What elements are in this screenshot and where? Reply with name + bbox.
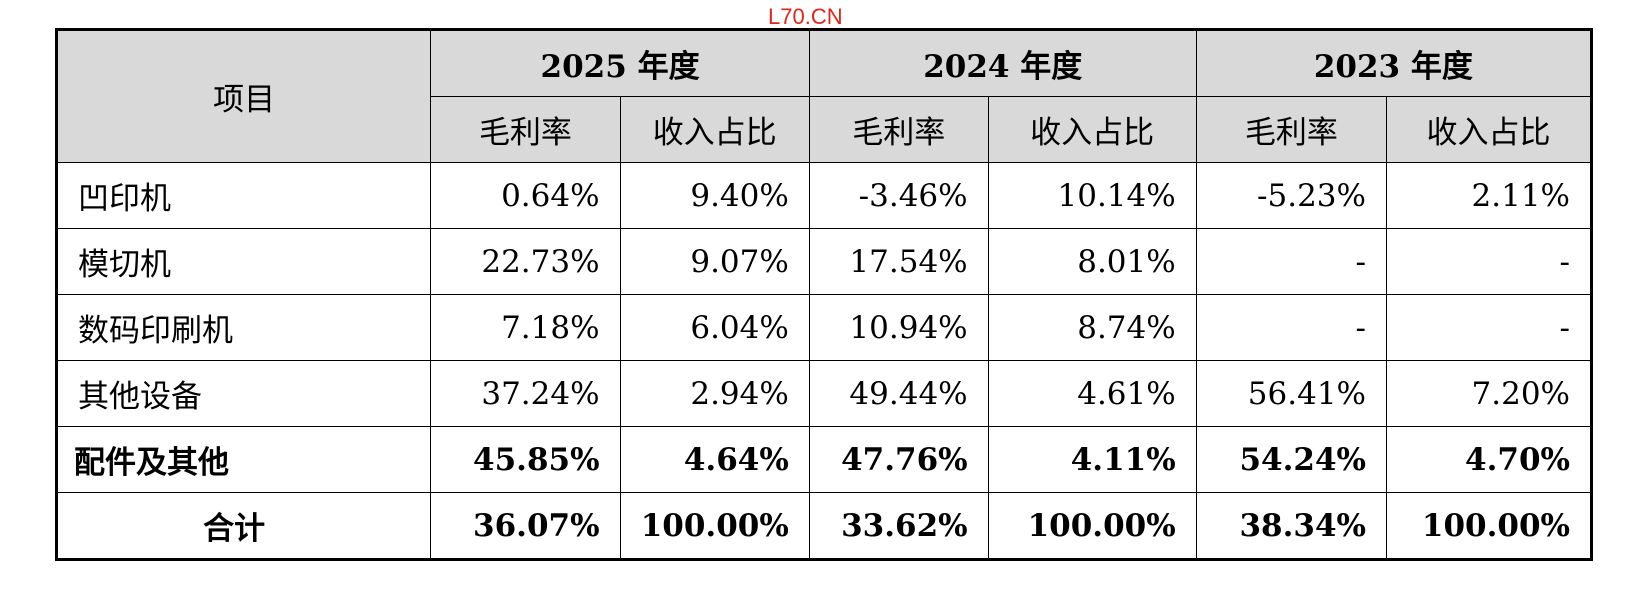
cell-2025-gross-margin: 22.73%: [430, 228, 621, 295]
cell-2024-gross-margin: 47.76%: [808, 426, 989, 493]
header-row-years: 项目 2025 年度 2024 年度 2023 年度: [55, 29, 1593, 163]
cell-2025-gross-margin: 7.18%: [430, 294, 621, 361]
cell-2024-revenue-share: 8.74%: [987, 294, 1197, 361]
table-row: 其他设备 37.24% 2.94% 49.44% 4.61% 56.41% 7.…: [55, 360, 1592, 427]
cell-2023-gross-margin: -5.23%: [1195, 162, 1388, 229]
cell-2023-revenue-share: 100.00%: [1386, 492, 1592, 560]
cell-2023-gross-margin: 56.41%: [1195, 360, 1388, 427]
cell-2024-gross-margin: 10.94%: [808, 294, 989, 361]
cell-2023-gross-margin: 38.34%: [1195, 492, 1388, 560]
header-year-2024: 2024 年度: [808, 29, 1197, 97]
cell-2025-revenue-share: 6.04%: [619, 294, 810, 361]
cell-2025-revenue-share: 4.64%: [619, 426, 810, 493]
cell-2025-revenue-share: 100.00%: [619, 492, 810, 560]
table-row-total: 合计 36.07% 100.00% 33.62% 100.00% 38.34% …: [55, 492, 1592, 560]
table-header: 项目 2025 年度 2024 年度 2023 年度 毛利率 收入占比 毛利率 …: [55, 29, 1593, 163]
cell-2023-revenue-share: 2.11%: [1386, 162, 1592, 229]
cell-2023-revenue-share: 7.20%: [1386, 360, 1592, 427]
cell-2025-gross-margin: 36.07%: [430, 492, 621, 560]
row-item-label: 数码印刷机: [55, 294, 432, 361]
header-row-metrics: 毛利率 收入占比 毛利率 收入占比 毛利率 收入占比: [57, 96, 1592, 163]
row-item-label: 合计: [55, 492, 432, 560]
row-item-label: 其他设备: [55, 360, 432, 427]
cell-2025-gross-margin: 37.24%: [430, 360, 621, 427]
cell-2024-gross-margin: 49.44%: [808, 360, 989, 427]
header-2024-revenue-share: 收入占比: [987, 96, 1197, 163]
cell-2024-revenue-share: 10.14%: [987, 162, 1197, 229]
cell-2024-gross-margin: 17.54%: [808, 228, 989, 295]
gross-margin-table: 项目 2025 年度 2024 年度 2023 年度 毛利率 收入占比 毛利率 …: [55, 28, 1593, 561]
cell-2024-revenue-share: 8.01%: [987, 228, 1197, 295]
header-2023-gross-margin: 毛利率: [1195, 96, 1388, 163]
header-2023-revenue-share: 收入占比: [1386, 96, 1592, 163]
row-item-label: 凹印机: [55, 162, 432, 229]
header-year-2023: 2023 年度: [1195, 29, 1593, 97]
cell-2024-revenue-share: 4.61%: [987, 360, 1197, 427]
row-item-label: 配件及其他: [55, 426, 432, 493]
table-row: 凹印机 0.64% 9.40% -3.46% 10.14% -5.23% 2.1…: [55, 162, 1592, 229]
cell-2023-gross-margin: -: [1195, 294, 1388, 361]
table-row-accessories: 配件及其他 45.85% 4.64% 47.76% 4.11% 54.24% 4…: [55, 426, 1592, 493]
cell-2025-revenue-share: 9.07%: [619, 228, 810, 295]
header-2024-gross-margin: 毛利率: [808, 96, 989, 163]
cell-2024-revenue-share: 100.00%: [987, 492, 1197, 560]
table-row: 数码印刷机 7.18% 6.04% 10.94% 8.74% - -: [55, 294, 1592, 361]
cell-2023-gross-margin: -: [1195, 228, 1388, 295]
cell-2025-revenue-share: 9.40%: [619, 162, 810, 229]
cell-2024-gross-margin: 33.62%: [808, 492, 989, 560]
header-year-2025: 2025 年度: [430, 29, 810, 97]
row-item-label: 模切机: [55, 228, 432, 295]
header-2025-gross-margin: 毛利率: [430, 96, 621, 163]
cell-2025-gross-margin: 0.64%: [430, 162, 621, 229]
table-row: 模切机 22.73% 9.07% 17.54% 8.01% - -: [55, 228, 1592, 295]
cell-2025-gross-margin: 45.85%: [430, 426, 621, 493]
cell-2023-gross-margin: 54.24%: [1195, 426, 1388, 493]
cell-2023-revenue-share: -: [1386, 228, 1592, 295]
header-item: 项目: [55, 29, 432, 163]
table-body: 凹印机 0.64% 9.40% -3.46% 10.14% -5.23% 2.1…: [55, 162, 1592, 560]
cell-2024-revenue-share: 4.11%: [987, 426, 1197, 493]
watermark-text: L70.CN: [768, 4, 843, 29]
cell-2025-revenue-share: 2.94%: [619, 360, 810, 427]
cell-2023-revenue-share: -: [1386, 294, 1592, 361]
header-2025-revenue-share: 收入占比: [619, 96, 810, 163]
cell-2024-gross-margin: -3.46%: [808, 162, 989, 229]
cell-2023-revenue-share: 4.70%: [1386, 426, 1592, 493]
